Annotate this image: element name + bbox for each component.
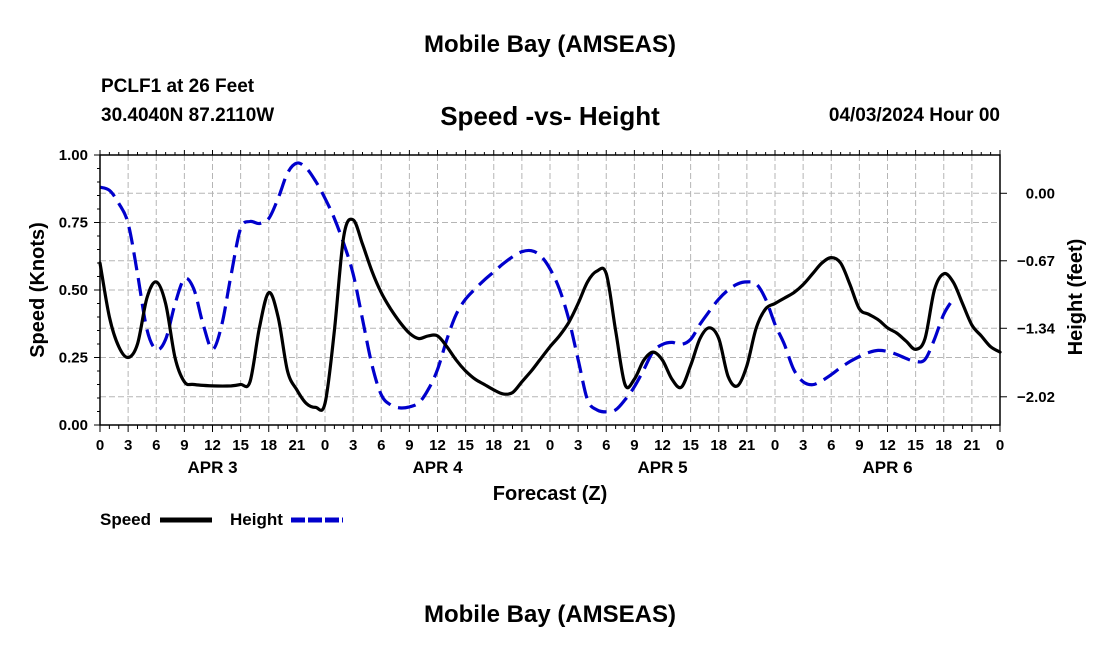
y-tick-label: 0.50: [59, 282, 88, 299]
x-tick-label: 18: [935, 437, 952, 454]
x-tick-label: 9: [180, 437, 188, 454]
series-line-height: [99, 161, 955, 414]
x-tick-label: 3: [124, 437, 132, 454]
x-tick-label: 12: [654, 437, 671, 454]
y-tick-label: 1.00: [59, 147, 88, 164]
x-tick-label: 3: [799, 437, 807, 454]
x-tick-label: 15: [232, 437, 249, 454]
x-tick-label: 6: [377, 437, 385, 454]
y-tick-label: 0.75: [59, 215, 88, 232]
x-tick-label: 15: [457, 437, 474, 454]
x-day-label: APR 3: [187, 458, 237, 477]
x-tick-label: 18: [260, 437, 277, 454]
station-label: PCLF1 at 26 Feet: [101, 76, 255, 97]
footer-title: Mobile Bay (AMSEAS): [423, 601, 677, 628]
x-tick-label: 21: [739, 437, 756, 454]
x-tick-label: 0: [546, 437, 554, 454]
y2-tick-label: −0.67: [1017, 253, 1055, 270]
x-tick-label: 9: [855, 437, 863, 454]
y-tick-label: 0.00: [59, 417, 88, 434]
x-tick-label: 6: [152, 437, 160, 454]
x-day-label: APR 6: [862, 458, 912, 477]
legend: Speed Height: [100, 510, 343, 529]
x-tick-label: 15: [907, 437, 924, 454]
x-tick-label: 3: [574, 437, 582, 454]
x-tick-label: 21: [514, 437, 531, 454]
x-day-label: APR 4: [412, 458, 463, 477]
chart-title: Mobile Bay (AMSEAS): [423, 31, 677, 58]
x-tick-label: 0: [996, 437, 1004, 454]
x-tick-label: 21: [289, 437, 306, 454]
axis-labels: 0 3 6 9 12 15 18 21 0 3 6 9 12 15 18 21 0 3 6 9 12 15 18 21 0 3 6 9…: [27, 147, 1087, 505]
x-tick-label: 3: [349, 437, 357, 454]
legend-height-label: Height: [230, 510, 283, 529]
chart-subtitle: Speed -vs- Height: [440, 101, 660, 131]
x-tick-label: 21: [964, 437, 981, 454]
x-tick-label: 9: [630, 437, 638, 454]
legend-speed-label: Speed: [100, 510, 151, 529]
x-tick-label: 9: [405, 437, 413, 454]
y2-tick-label: −1.34: [1017, 320, 1056, 337]
x-tick-label: 18: [485, 437, 502, 454]
station-coordinates: 30.4040N 87.2110W: [101, 105, 275, 126]
series-lines: [98, 161, 1002, 414]
x-tick-label: 15: [682, 437, 699, 454]
x-axis-title: Forecast (Z): [493, 483, 607, 505]
y2-tick-label: 0.00: [1026, 185, 1055, 202]
x-tick-label: 0: [771, 437, 779, 454]
y2-tick-label: −2.02: [1017, 389, 1055, 406]
x-tick-label: 12: [204, 437, 221, 454]
forecast-datetime: 04/03/2024 Hour 00: [828, 105, 1000, 126]
series-line-speed: [98, 217, 1002, 412]
x-tick-label: 12: [879, 437, 896, 454]
x-tick-label: 18: [710, 437, 727, 454]
y-tick-label: 0.25: [59, 350, 88, 367]
x-tick-label: 12: [429, 437, 446, 454]
axis-ticks: [94, 150, 1007, 432]
x-tick-label: 0: [321, 437, 329, 454]
x-tick-label: 0: [96, 437, 104, 454]
x-day-label: APR 5: [637, 458, 687, 477]
y2-axis-title: Height (feet): [1065, 239, 1087, 356]
x-tick-label: 6: [602, 437, 610, 454]
y-axis-title: Speed (Knots): [27, 222, 49, 358]
x-tick-label: 6: [827, 437, 835, 454]
